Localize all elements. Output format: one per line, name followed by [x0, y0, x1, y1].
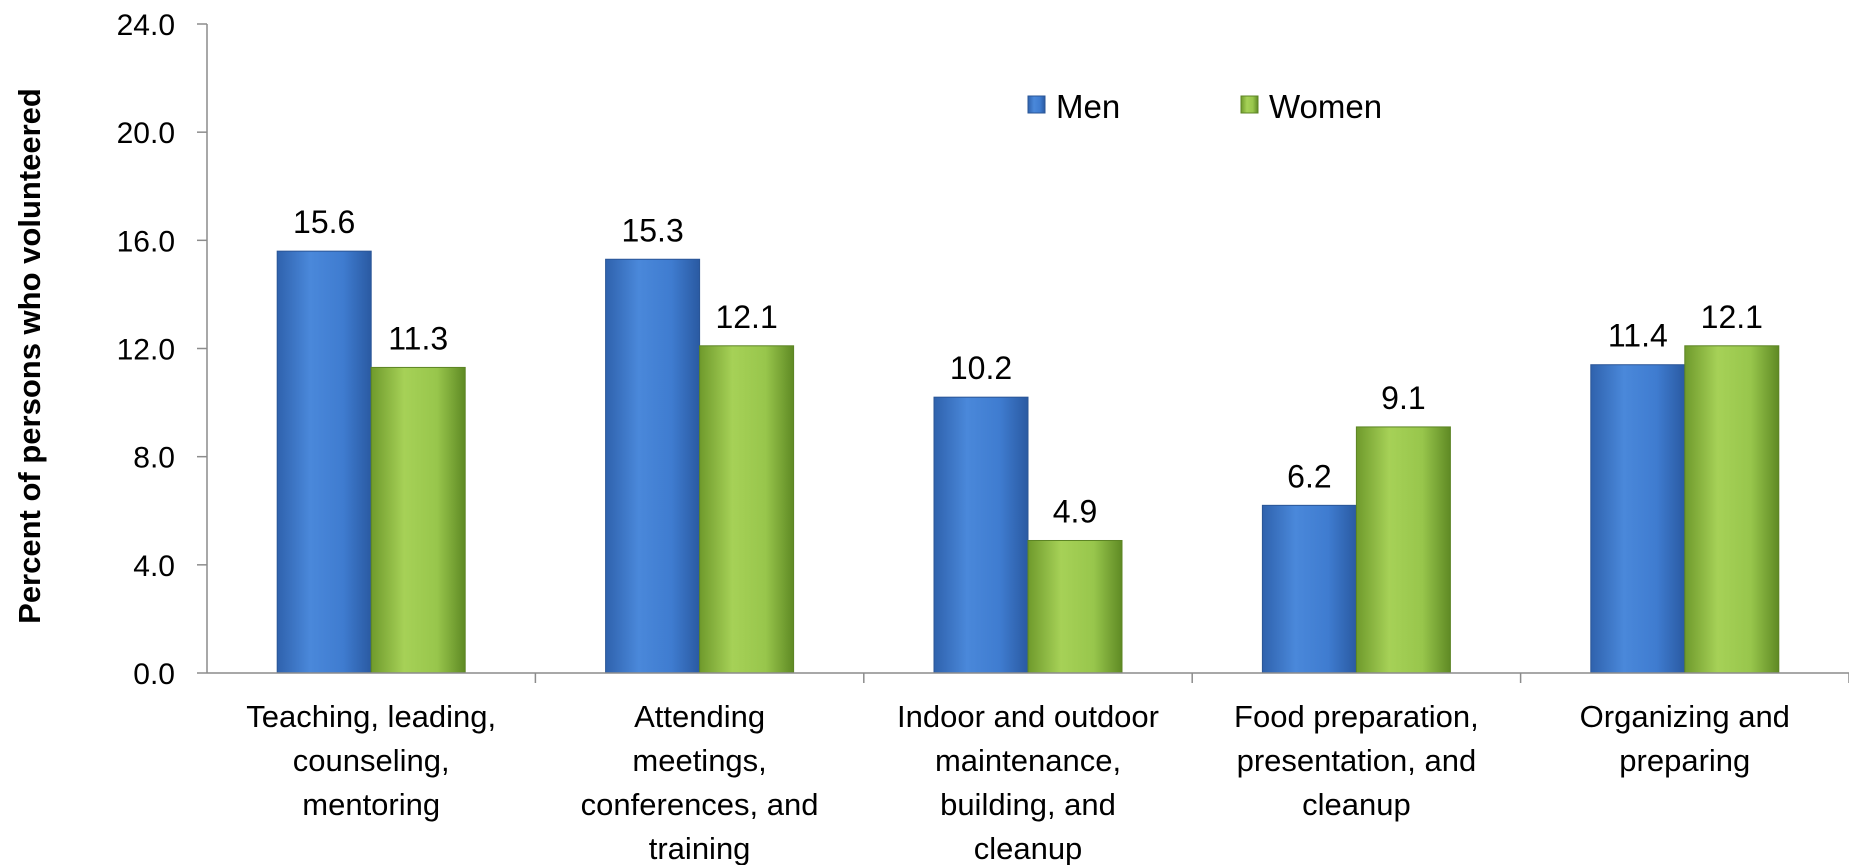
x-category-label: Teaching, leading, counseling, mentoring — [246, 699, 496, 822]
y-tick-label: 16.0 — [117, 225, 175, 258]
x-category-label: Organizing and preparing — [1580, 699, 1790, 778]
y-axis: 0.0 4.0 8.0 12.0 16.0 20.0 24.0 — [117, 9, 207, 691]
bars-group — [276, 250, 1780, 674]
bar-women — [699, 345, 795, 674]
y-tick-label: 0.0 — [133, 658, 175, 691]
data-label-men: 10.2 — [950, 350, 1012, 386]
legend-label-women: Women — [1269, 88, 1382, 125]
data-label-women: 12.1 — [1701, 299, 1763, 335]
x-category-label: Indoor and outdoor maintenance, building, … — [897, 699, 1159, 865]
data-label-men: 11.4 — [1608, 318, 1668, 354]
y-tick-label: 24.0 — [117, 9, 175, 42]
axes-lines — [206, 24, 1849, 683]
bar-women — [370, 366, 466, 674]
y-tick-label: 8.0 — [133, 442, 175, 475]
data-label-women: 9.1 — [1381, 380, 1425, 416]
category-labels-group: Teaching, leading, counseling, mentoring At… — [246, 699, 1790, 865]
x-category-label: Attending meetings, conferences, and traini… — [581, 699, 819, 865]
bar-men — [605, 258, 701, 674]
data-label-women: 4.9 — [1053, 493, 1097, 529]
data-label-men: 6.2 — [1287, 458, 1331, 494]
data-labels-group: 15.6 11.3 15.3 12.1 10.2 4.9 6.2 9.1 11.4 12.1 — [293, 204, 1763, 529]
data-label-women: 12.1 — [715, 299, 777, 335]
data-label-women: 11.3 — [388, 320, 448, 356]
bar-men — [1261, 504, 1357, 674]
bar-women — [1684, 345, 1780, 674]
legend: Men Women — [1027, 88, 1382, 125]
bar-women — [1355, 426, 1451, 674]
legend-swatch-men — [1027, 95, 1046, 114]
data-label-men: 15.3 — [621, 212, 683, 248]
legend-label-men: Men — [1056, 88, 1120, 125]
x-category-label: Food preparation, presentation, and cleanu… — [1234, 699, 1479, 822]
y-tick-label: 12.0 — [117, 334, 175, 367]
bar-men — [276, 250, 372, 674]
y-tick-label: 4.0 — [133, 550, 175, 583]
y-axis-title: Percent of persons who volunteered — [12, 88, 47, 624]
bar-women — [1027, 539, 1123, 674]
y-tick-label: 20.0 — [117, 117, 175, 150]
bar-men — [1590, 364, 1686, 674]
data-label-men: 15.6 — [293, 204, 355, 240]
legend-swatch-women — [1240, 95, 1259, 114]
bar-men — [933, 396, 1029, 674]
